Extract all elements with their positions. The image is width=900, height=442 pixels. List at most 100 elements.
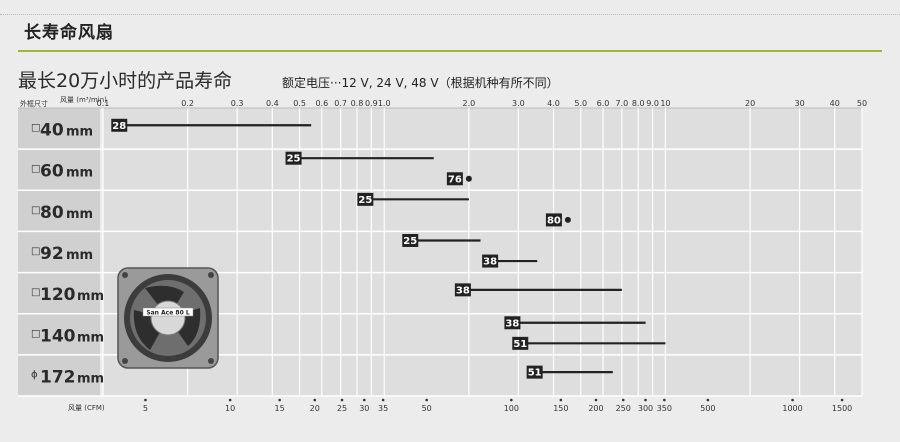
x-top-tick-label: 0.5 (293, 99, 306, 108)
x-top-tick-label: 0.6 (315, 99, 328, 108)
row-label-symbol: □ (31, 164, 40, 175)
x-bottom-tick-label: 100 (504, 404, 519, 413)
row-label-symbol: ϕ (31, 369, 38, 380)
row-label-size: 120 (40, 285, 76, 305)
x-bottom-tick-dot (791, 398, 794, 402)
row-label-40mm: □ 40 mm (31, 121, 93, 141)
x-bottom-tick-dot (362, 398, 366, 402)
row-label-unit: mm (66, 207, 93, 222)
row-label-symbol: □ (31, 123, 40, 134)
row-label-unit: mm (77, 371, 104, 386)
row-label-80mm: □ 80 mm (31, 203, 93, 223)
series-badge (285, 151, 302, 165)
series-badge-label: 38 (456, 285, 470, 296)
series-badge-label: 51 (528, 368, 542, 379)
voltage-note: 额定电压···12 V, 24 V, 48 V（根据机种有所不同） (282, 76, 559, 90)
x-bottom-tick-label: 15 (275, 404, 285, 413)
x-top-tick-label: 9.0 (646, 99, 659, 108)
accent-divider (18, 50, 882, 52)
row-label-unit: mm (66, 166, 93, 181)
series-25-row-80: 25 (357, 192, 469, 206)
x-bottom-tick-label: 50 (422, 404, 432, 413)
series-28-row-40: 28 (111, 118, 312, 132)
x-top-tick-label: 10 (660, 99, 670, 108)
x-top-tick-label: 0.3 (231, 99, 244, 108)
row-label-unit: mm (66, 125, 93, 140)
fan-lifetime-chart: 0.1 0.2 0.3 0.4 0.5 0.6 0.7 0.8 0.9 1.0 2.0 3.0 4.0 5… (18, 96, 867, 413)
x-top-tick-label: 3.0 (512, 99, 525, 108)
x-top-tick-label: 50 (857, 99, 867, 108)
series-80-row-80: 80 (545, 213, 571, 227)
x-top-tick-label: 2.0 (463, 99, 476, 108)
x-bottom-axis-label: 风量 (CFM) (68, 404, 105, 412)
x-bottom-tick-dot (278, 398, 281, 402)
series-badge (454, 283, 471, 297)
x-bottom-tick-label: 150 (553, 404, 568, 413)
fan-product-image: San Ace 80 L (117, 267, 219, 369)
x-top-tick-label: 30 (795, 99, 805, 108)
series-badge-label: 25 (287, 154, 301, 165)
x-bottom-tick-label: 35 (378, 404, 388, 413)
series-badge-label: 38 (483, 257, 497, 268)
row-label-size: 172 (40, 367, 76, 387)
row-label-symbol: □ (31, 287, 40, 298)
x-bottom-tick-dot (425, 398, 428, 402)
series-point (564, 216, 571, 223)
x-bottom-tick-dot (144, 398, 147, 402)
x-bottom-tick-dot (663, 398, 666, 402)
series-38-row-140: 38 (504, 316, 646, 330)
x-bottom-tick-label: 300 (638, 404, 653, 413)
row-label-symbol: □ (31, 246, 40, 257)
series-point (465, 175, 472, 182)
row-label-size: 80 (40, 203, 64, 223)
x-bottom-tick-label: 1500 (832, 404, 852, 413)
series-25-row-92: 25 (402, 233, 481, 247)
x-bottom-tick-label: 500 (700, 404, 715, 413)
x-bottom-tick-dot (313, 398, 317, 402)
series-badge (111, 118, 128, 132)
x-top-tick-label: 4.0 (547, 99, 560, 108)
row-label-size: 92 (40, 244, 64, 264)
x-top-tick-label: 40 (830, 99, 840, 108)
x-top-tick-label: 5.0 (574, 99, 587, 108)
x-bottom-tick-dot (510, 398, 513, 402)
row-label-unit: mm (77, 330, 104, 345)
x-top-tick-label: 8.0 (632, 99, 645, 108)
x-bottom-tick-label: 350 (657, 404, 672, 413)
series-51-row-172: 51 (526, 365, 613, 379)
x-top-tick-label: 0.8 (351, 99, 364, 108)
fan-product-label: San Ace 80 L (146, 310, 190, 317)
x-bottom-tick-label: 10 (225, 404, 235, 413)
x-bottom-tick-label: 5 (143, 404, 148, 413)
x-bottom-tick-dot (706, 398, 710, 402)
series-38-row-92: 38 (482, 254, 538, 268)
x-top-tick-label: 20 (745, 99, 755, 108)
x-bottom-tick-label: 200 (588, 404, 603, 413)
x-top-tick-label: 0.7 (334, 99, 347, 108)
series-51-row-140: 51 (512, 336, 666, 350)
series-badge (402, 233, 419, 247)
x-top-tick-label: 0.1 (97, 99, 110, 108)
series-badge-label: 51 (513, 339, 527, 350)
series-76-row-60: 76 (446, 172, 472, 186)
row-label-size: 40 (40, 121, 64, 141)
x-top-tick-label: 0.2 (181, 99, 194, 108)
row-label-140mm: □ 140 mm (31, 326, 104, 346)
x-bottom-tick-dot (621, 398, 625, 402)
row-label-column (18, 108, 100, 396)
row-label-unit: mm (66, 248, 93, 263)
series-38-row-120: 38 (454, 283, 622, 297)
x-bottom-tick-dot (381, 398, 385, 402)
series-badge-label: 28 (112, 121, 126, 132)
series-badge-label: 25 (403, 236, 417, 247)
x-bottom-tick-dot (644, 398, 647, 402)
series-badge (545, 213, 562, 227)
x-top-tick-label: 6.0 (597, 99, 610, 108)
x-bottom-tick-label: 250 (616, 404, 631, 413)
row-label-60mm: □ 60 mm (31, 162, 93, 182)
row-label-size: 60 (40, 162, 64, 182)
x-bottom-tick-label: 25 (337, 404, 347, 413)
series-badge (446, 172, 463, 186)
row-label-120mm: □ 120 mm (31, 285, 104, 305)
series-badge (512, 336, 529, 350)
